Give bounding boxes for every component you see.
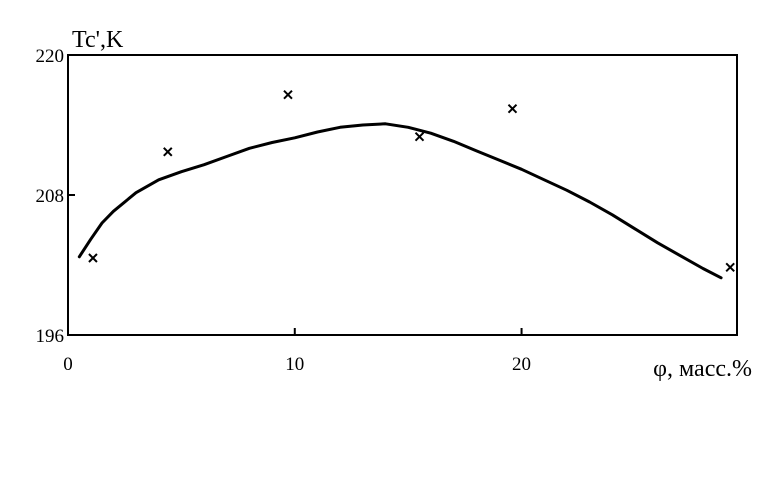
data-point-x-marker <box>163 147 173 157</box>
data-point-x-marker <box>507 103 518 114</box>
x-tick-label: 10 <box>285 354 304 375</box>
data-points <box>88 89 735 273</box>
tick-labels: 0 10 20 196 208 220 <box>36 46 532 375</box>
data-point-x-marker <box>88 253 98 263</box>
x-axis-label: φ, масс.% <box>653 356 752 382</box>
fit-curve <box>77 122 723 280</box>
x-tick-label: 20 <box>512 354 531 375</box>
data-point-x-marker <box>414 131 425 142</box>
y-tick-label: 220 <box>36 46 65 67</box>
plot-frame <box>67 54 738 336</box>
y-tick-label: 208 <box>36 186 65 207</box>
axis-ticks <box>67 54 523 336</box>
y-axis-label: Tc',K <box>72 27 124 53</box>
y-tick-label: 196 <box>36 326 65 347</box>
data-point-x-marker <box>283 89 293 100</box>
x-tick-label: 0 <box>63 354 73 375</box>
data-point-x-marker <box>725 262 735 273</box>
